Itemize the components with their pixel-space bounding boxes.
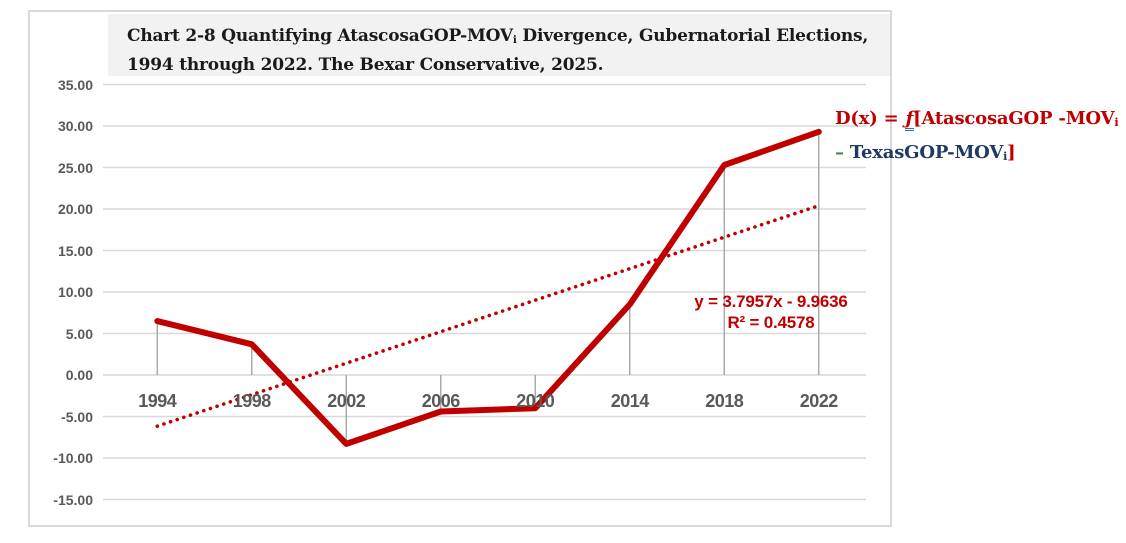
chart-title-line-2: 1994 through 2022. The Bexar Conservativ…	[127, 53, 890, 78]
chart-title: Chart 2-8 Quantifying AtascosaGOP-MOVi D…	[108, 14, 890, 76]
text-segment: i	[512, 33, 517, 46]
y-axis-label: 5.00	[65, 325, 93, 342]
x-axis-label: 1994	[138, 391, 177, 411]
text-segment: ]	[1007, 142, 1016, 163]
text-segment: Divergence, Gubernatorial Elections,	[516, 26, 869, 46]
trendline-equation: y = 3.7957x - 9.9636	[694, 292, 848, 311]
y-axis-label: 20.00	[57, 201, 93, 217]
text-segment: 1994 through 2022. The Bexar Conservativ…	[127, 54, 604, 75]
chart-border	[28, 10, 892, 527]
x-axis-label: 2022	[799, 391, 839, 411]
y-axis-label: 35.00	[57, 76, 93, 93]
text-segment: i	[1003, 150, 1008, 163]
trendline-r-squared: R² = 0.4578	[727, 313, 815, 332]
y-axis-label: -15.00	[53, 491, 93, 508]
formula-annotation-line-2: – TexasGOP-MOVi]	[835, 138, 1125, 172]
y-axis-label: 25.00	[57, 159, 93, 176]
x-axis-label: 2018	[705, 391, 744, 411]
y-axis-label: -5.00	[61, 408, 93, 425]
trendline-equation-box: y = 3.7957x - 9.9636 R² = 0.4578	[686, 291, 856, 333]
x-axis-label: 2006	[421, 391, 461, 411]
text-segment: TexasGOP-MOV	[849, 142, 1004, 163]
x-axis-label: 2014	[610, 391, 650, 411]
formula-annotation-line-1: D(x) = ƒ[AtascosaGOP -MOVi	[835, 104, 1125, 138]
x-axis-label: 1998	[232, 391, 272, 411]
chart-title-line-1: Chart 2-8 Quantifying AtascosaGOP-MOVi D…	[127, 24, 890, 53]
text-segment: i	[1114, 116, 1119, 129]
x-axis-label: 2010	[516, 391, 555, 411]
text-segment: D(x) =	[835, 108, 905, 129]
text-segment: Chart 2-8 Quantifying AtascosaGOP-MOV	[127, 26, 513, 46]
y-axis-label: 15.00	[57, 242, 93, 259]
series-line-atascosa-divergence	[154, 128, 822, 447]
text-segment: [AtascosaGOP -MOV	[913, 108, 1115, 129]
text-segment: ƒ	[904, 108, 915, 131]
x-axis-label: 2002	[327, 391, 366, 411]
y-axis-label: 0.00	[65, 367, 93, 383]
y-axis-label: -10.00	[53, 450, 93, 466]
text-segment: –	[835, 142, 850, 163]
formula-annotation: D(x) = ƒ[AtascosaGOP -MOVi – TexasGOP-MO…	[835, 104, 1125, 172]
y-axis-label: 30.00	[57, 118, 93, 134]
trendline	[155, 203, 821, 428]
y-axis-label: 10.00	[57, 284, 93, 300]
